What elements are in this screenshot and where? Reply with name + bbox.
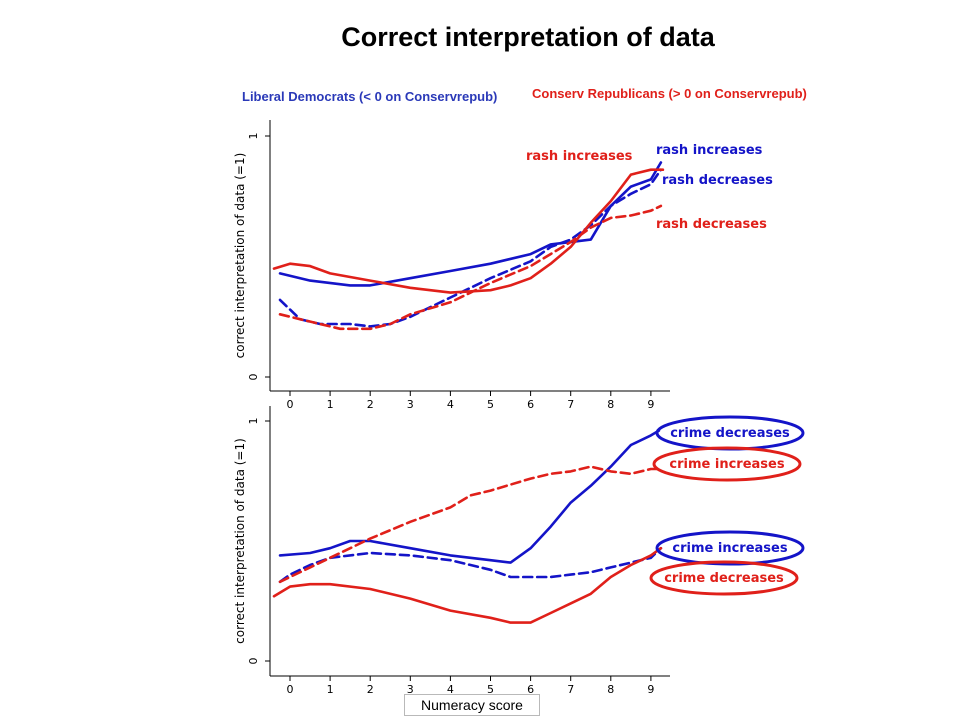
series-line-rash-increases-1: [278, 161, 663, 287]
y-axis-label: correct interpretation of data (=1): [233, 438, 247, 644]
x-tick-label: 4: [447, 683, 454, 696]
x-tick-label: 7: [567, 683, 574, 696]
y-tick-label: 1: [247, 133, 260, 140]
annotation-label: crime increases: [669, 457, 784, 472]
annotation-label: crime decreases: [664, 571, 784, 586]
subtitle-conserv-republicans: Conserv Republicans (> 0 on Conservrepub…: [532, 86, 807, 101]
y-tick-label: 0: [247, 658, 260, 665]
x-tick-label: 9: [647, 683, 654, 696]
subtitle-liberal-democrats: Liberal Democrats (< 0 on Conservrepub): [242, 89, 498, 104]
series-line-rash-increases-3: [272, 168, 665, 294]
series-line-crime-decreases-1: [278, 429, 661, 564]
series-line-rash-decreases-4: [278, 204, 663, 331]
y-tick-label: 0: [247, 374, 260, 381]
y-tick-label: 1: [247, 418, 260, 425]
x-tick-label: 8: [607, 683, 614, 696]
series-line-crime-decreases-4: [272, 546, 663, 624]
annotation-label: crime increases: [672, 541, 787, 556]
x-tick-label: 7: [567, 398, 574, 411]
x-tick-label: 5: [487, 683, 494, 696]
x-tick-label: 6: [527, 398, 534, 411]
x-tick-label: 4: [447, 398, 454, 411]
x-tick-label: 2: [367, 683, 374, 696]
annotation-label: rash decreases: [656, 217, 767, 232]
x-tick-label: 0: [287, 398, 294, 411]
annotation-label: rash decreases: [662, 173, 773, 188]
series-line-crime-increases-3: [278, 465, 663, 584]
y-axis-label: correct interpretation of data (=1): [233, 153, 247, 359]
chart-panel-2: 0 1 0 1 2 3 4 5 6 7 8 9 correct interpretation of da…: [233, 406, 805, 696]
annotation-oval: [655, 530, 805, 566]
x-tick-label: 1: [327, 398, 334, 411]
annotation-oval: [649, 560, 799, 596]
x-tick-label: 2: [367, 398, 374, 411]
x-tick-label: 8: [607, 398, 614, 411]
annotation-label: rash increases: [526, 149, 633, 164]
x-tick-label: 9: [647, 398, 654, 411]
x-tick-label: 5: [487, 398, 494, 411]
x-tick-label: 1: [327, 683, 334, 696]
x-tick-label: 3: [407, 398, 414, 411]
page-title: Correct interpretation of data: [341, 22, 715, 52]
x-axis-label: Numeracy score: [404, 694, 540, 716]
x-tick-label: 6: [527, 683, 534, 696]
annotation-label: crime decreases: [670, 426, 790, 441]
chart-panel-1: 0 1 0 1 2 3 4 5 6 7 8 9 correct interpretation of da…: [233, 120, 773, 411]
x-tick-label: 3: [407, 683, 414, 696]
annotation-oval: [652, 446, 802, 482]
series-line-rash-decreases-2: [278, 168, 663, 328]
x-tick-label: 0: [287, 683, 294, 696]
annotation-label: rash increases: [656, 143, 763, 158]
